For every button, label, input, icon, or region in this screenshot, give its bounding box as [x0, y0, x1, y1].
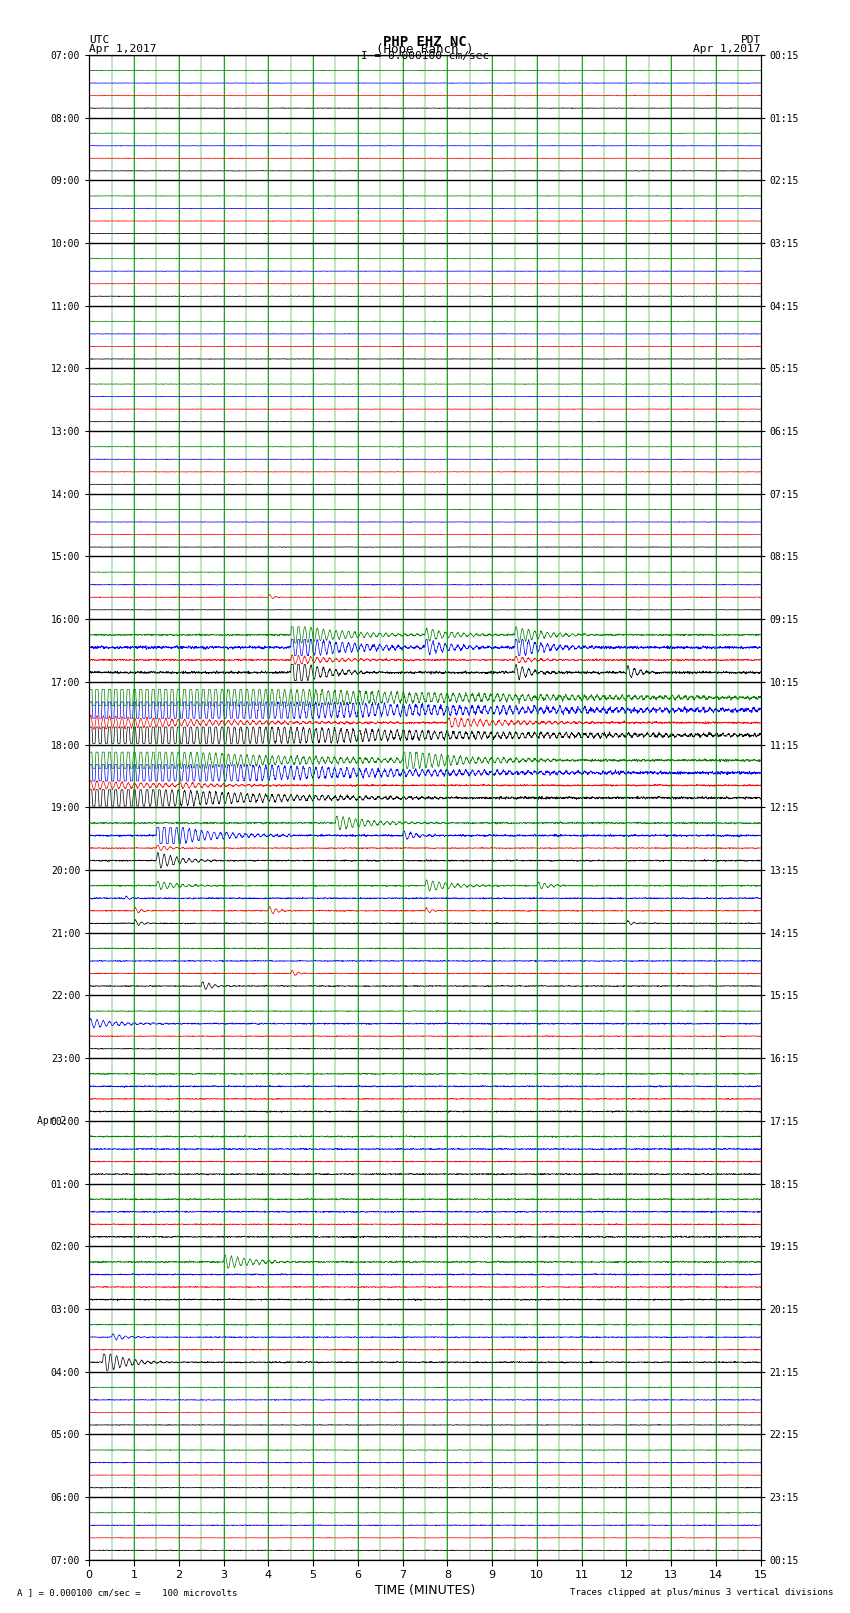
Text: Apr 1,2017: Apr 1,2017: [89, 44, 156, 53]
Text: Apr 1,2017: Apr 1,2017: [694, 44, 761, 53]
Text: UTC: UTC: [89, 35, 110, 45]
Text: I = 0.000100 cm/sec: I = 0.000100 cm/sec: [361, 50, 489, 61]
Text: (Hope Ranch ): (Hope Ranch ): [377, 44, 473, 56]
Text: PHP EHZ NC: PHP EHZ NC: [383, 35, 467, 48]
Text: Traces clipped at plus/minus 3 vertical divisions: Traces clipped at plus/minus 3 vertical …: [570, 1587, 833, 1597]
Text: PDT: PDT: [740, 35, 761, 45]
Text: Apr 2: Apr 2: [37, 1116, 67, 1126]
Text: A ] = 0.000100 cm/sec =    100 microvolts: A ] = 0.000100 cm/sec = 100 microvolts: [17, 1587, 237, 1597]
X-axis label: TIME (MINUTES): TIME (MINUTES): [375, 1584, 475, 1597]
